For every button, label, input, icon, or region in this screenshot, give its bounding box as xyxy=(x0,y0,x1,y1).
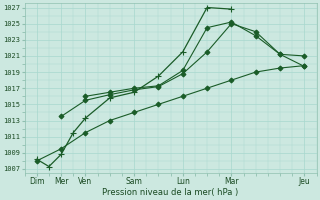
X-axis label: Pression niveau de la mer( hPa ): Pression niveau de la mer( hPa ) xyxy=(102,188,239,197)
